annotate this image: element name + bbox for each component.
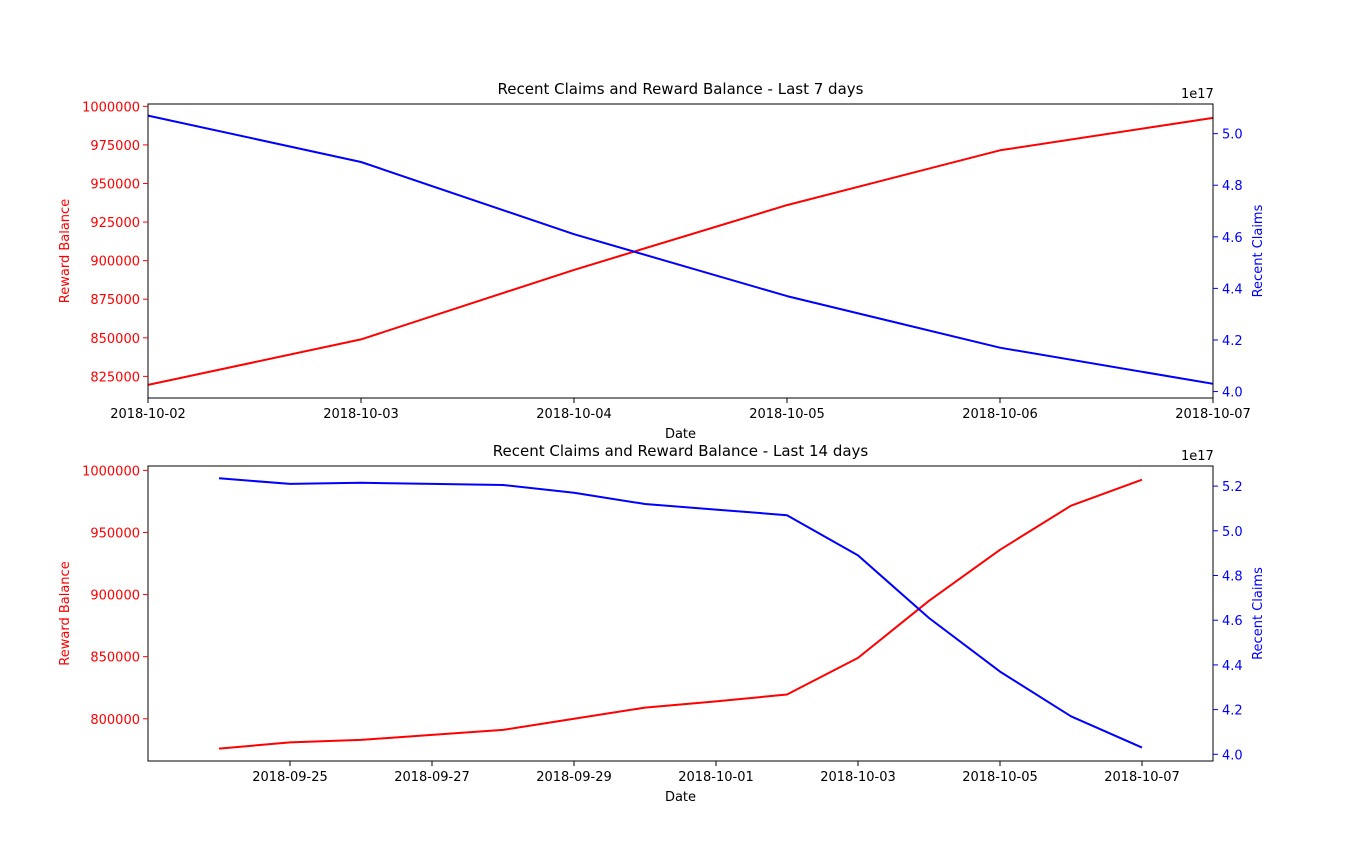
- x-tick-label: 2018-10-05: [962, 770, 1038, 785]
- y-left-tick-label: 900000: [90, 589, 140, 604]
- y-right-tick-label: 4.8: [1222, 570, 1243, 585]
- y-right-tick-label: 4.6: [1222, 231, 1243, 246]
- reward-balance-line: [218, 478, 1143, 750]
- y-left-axis-label: Reward Balance: [58, 561, 73, 665]
- plot-frame: [147, 465, 1214, 762]
- y-left-tick-label: 975000: [90, 139, 140, 154]
- y-right-tick-label: 5.0: [1222, 128, 1243, 143]
- y-right-tick-label: 4.8: [1222, 179, 1243, 194]
- y-right-tick-label: 5.0: [1222, 525, 1243, 540]
- y-left-tick-label: 825000: [90, 370, 140, 385]
- y-left-tick-label: 1000000: [82, 464, 140, 479]
- x-tick-label: 2018-09-25: [252, 770, 328, 785]
- chart-title: Recent Claims and Reward Balance - Last …: [498, 80, 864, 98]
- y-left-tick-label: 925000: [90, 216, 140, 231]
- x-tick-label: 2018-10-07: [1104, 770, 1180, 785]
- y-right-tick-label: 4.4: [1222, 282, 1243, 297]
- y-right-axis-label: Recent Claims: [1251, 567, 1266, 660]
- x-tick-label: 2018-09-27: [394, 770, 470, 785]
- x-tick-label: 2018-10-06: [962, 407, 1038, 422]
- y-left-tick-label: 850000: [90, 651, 140, 666]
- y-right-tick-label: 4.2: [1222, 704, 1243, 719]
- x-tick-label: 2018-10-01: [678, 770, 754, 785]
- y-right-tick-label: 4.6: [1222, 614, 1243, 629]
- y-right-multiplier: 1e17: [1181, 87, 1214, 102]
- x-tick-label: 2018-10-04: [536, 407, 612, 422]
- y-left-tick-label: 900000: [90, 255, 140, 270]
- x-tick-label: 2018-10-05: [749, 407, 825, 422]
- y-left-axis-label: Reward Balance: [58, 199, 73, 303]
- x-tick-label: 2018-10-02: [110, 407, 186, 422]
- y-left-tick-label: 800000: [90, 713, 140, 728]
- y-right-tick-label: 5.2: [1222, 480, 1243, 495]
- y-left-tick-label: 950000: [90, 177, 140, 192]
- x-tick-label: 2018-10-07: [1175, 407, 1251, 422]
- x-tick-label: 2018-10-03: [820, 770, 896, 785]
- recent-claims-line: [147, 114, 1214, 385]
- chart-title: Recent Claims and Reward Balance - Last …: [493, 442, 869, 460]
- y-right-tick-label: 4.0: [1222, 748, 1243, 763]
- y-left-tick-label: 950000: [90, 526, 140, 541]
- recent-claims-line: [218, 477, 1143, 749]
- x-tick-label: 2018-10-03: [323, 407, 399, 422]
- y-right-tick-label: 4.4: [1222, 659, 1243, 674]
- y-left-tick-label: 875000: [90, 293, 140, 308]
- x-axis-label: Date: [665, 427, 696, 442]
- reward-balance-line: [147, 116, 1214, 386]
- y-left-tick-label: 850000: [90, 332, 140, 347]
- y-right-tick-label: 4.2: [1222, 334, 1243, 349]
- y-right-multiplier: 1e17: [1181, 449, 1214, 464]
- x-axis-label: Date: [665, 790, 696, 805]
- y-right-tick-label: 4.0: [1222, 386, 1243, 401]
- y-left-tick-label: 1000000: [82, 100, 140, 115]
- x-tick-label: 2018-09-29: [536, 770, 612, 785]
- plot-frame: [147, 103, 1214, 399]
- y-right-axis-label: Recent Claims: [1251, 204, 1266, 297]
